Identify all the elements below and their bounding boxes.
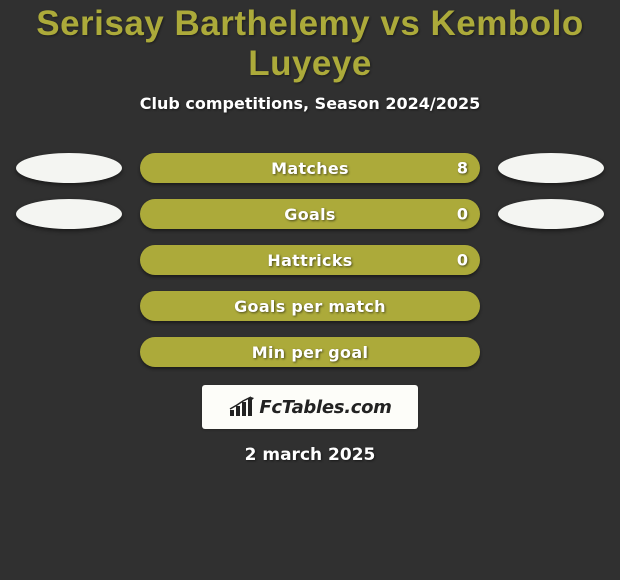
vs-label: vs — [380, 4, 430, 43]
player2-pill — [498, 153, 604, 183]
stat-row: Goals 0 — [10, 199, 610, 229]
fctables-logo[interactable]: FcTables.com — [202, 385, 418, 429]
stat-label: Hattricks — [267, 251, 352, 270]
stat-value: 0 — [457, 205, 468, 224]
pill-spacer — [16, 337, 122, 367]
pill-spacer — [16, 245, 122, 275]
stat-label: Goals — [284, 205, 335, 224]
stat-row: Goals per match — [10, 291, 610, 321]
bar-chart-icon — [228, 396, 256, 418]
stat-bar: Goals per match — [140, 291, 480, 321]
stat-bar: Matches 8 — [140, 153, 480, 183]
stat-label: Matches — [271, 159, 349, 178]
stat-row: Hattricks 0 — [10, 245, 610, 275]
stat-label: Min per goal — [252, 343, 368, 362]
stat-row: Min per goal — [10, 337, 610, 367]
date-text: 2 march 2025 — [0, 445, 620, 465]
player1-pill — [16, 153, 122, 183]
stat-bar: Hattricks 0 — [140, 245, 480, 275]
stat-value: 0 — [457, 251, 468, 270]
stat-rows: Matches 8 Goals 0 Hattricks 0 Goals per match M… — [0, 153, 620, 367]
pill-spacer — [16, 291, 122, 321]
page-title: Serisay Barthelemy vs Kembolo Luyeye — [0, 0, 620, 84]
pill-spacer — [498, 291, 604, 321]
logo-text: FcTables.com — [259, 397, 391, 418]
stat-bar: Goals 0 — [140, 199, 480, 229]
stat-row: Matches 8 — [10, 153, 610, 183]
pill-spacer — [498, 337, 604, 367]
stat-label: Goals per match — [234, 297, 386, 316]
stat-bar: Min per goal — [140, 337, 480, 367]
player2-pill — [498, 199, 604, 229]
player1-pill — [16, 199, 122, 229]
subtitle: Club competitions, Season 2024/2025 — [0, 94, 620, 113]
pill-spacer — [498, 245, 604, 275]
stat-value: 8 — [457, 159, 468, 178]
player1-name: Serisay Barthelemy — [36, 4, 370, 43]
